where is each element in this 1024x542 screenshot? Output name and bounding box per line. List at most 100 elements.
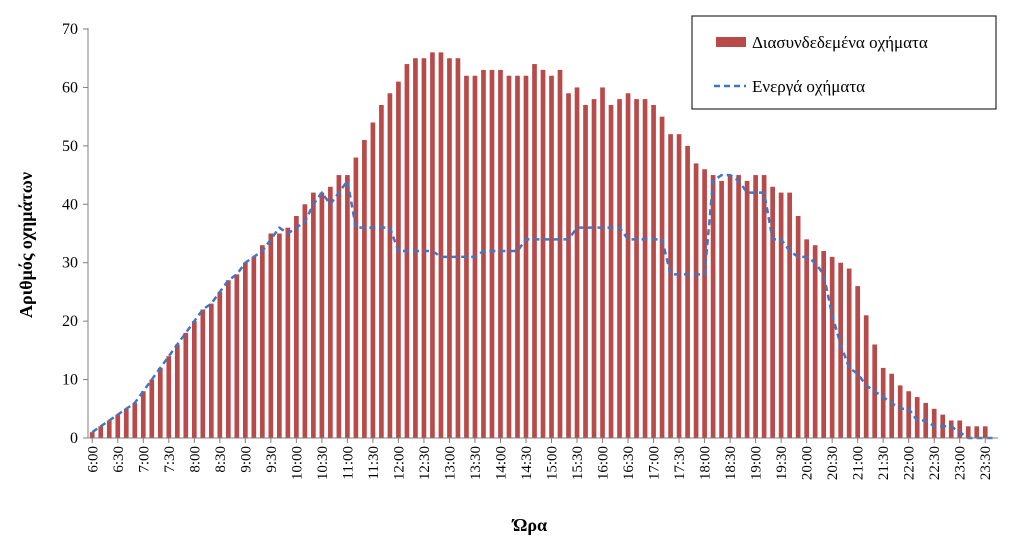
bar-0 [90,432,95,438]
bar-7 [149,380,154,438]
bar-59 [592,99,597,438]
x-tick-label: 9:00 [238,446,254,473]
bar-54 [549,76,554,438]
x-tick-label: 22:00 [902,446,918,480]
y-tick-label: 10 [62,372,78,389]
bar-80 [770,187,775,438]
legend-bar-label: Διασυνδεδεμένα οχήματα [752,33,928,52]
x-tick-label: 6:30 [111,446,127,473]
x-tick-label: 8:30 [213,446,229,473]
bar-101 [949,420,954,438]
bar-42 [447,58,452,438]
bar-85 [813,245,818,438]
x-tick-label: 12:30 [417,446,433,480]
x-tick-label: 7:30 [162,446,178,473]
bar-5 [132,403,137,438]
x-tick-label: 15:00 [545,446,561,480]
bar-41 [439,52,444,438]
y-tick-label: 60 [62,79,78,96]
bar-36 [396,82,401,438]
x-tick-label: 21:30 [876,446,892,480]
x-tick-label: 22:30 [927,446,943,480]
x-tick-label: 19:30 [774,446,790,480]
bar-99 [932,409,937,438]
x-tick-label: 21:00 [851,446,867,480]
bar-74 [719,181,724,438]
bar-81 [779,193,784,438]
x-tick-label: 10:00 [289,446,305,480]
bar-17 [234,274,239,438]
bar-78 [753,175,758,438]
x-tick-label: 7:00 [136,446,152,473]
bar-25 [303,204,308,438]
bar-103 [966,426,971,438]
bar-23 [286,228,291,438]
bar-14 [209,304,214,438]
bar-22 [277,234,282,439]
bar-102 [957,420,962,438]
bar-70 [685,146,690,438]
bar-48 [498,70,503,438]
bar-16 [226,280,231,438]
bar-79 [762,175,767,438]
bar-24 [294,216,299,438]
bar-43 [456,58,461,438]
x-tick-label: 9:30 [264,446,280,473]
bar-58 [583,105,588,438]
bar-10 [175,345,180,438]
bar-73 [711,175,716,438]
x-tick-labels: 6:00 6:30 7:00 7:30 8:00 8:30 9:00 9:30 10:00 10:… [85,446,994,480]
bar-52 [532,64,537,438]
bar-9 [166,356,171,438]
bar-40 [430,52,435,438]
bar-95 [898,385,903,438]
bar-66 [651,105,656,438]
bar-15 [217,292,222,438]
bar-28 [328,187,333,438]
x-tick-label: 14:30 [519,446,535,480]
bar-1 [98,426,103,438]
x-tick-label: 15:30 [570,446,586,480]
x-tick-label: 23:30 [978,446,994,480]
x-tick-label: 6:00 [85,446,101,473]
bar-38 [413,58,418,438]
bar-46 [481,70,486,438]
bar-11 [183,333,188,438]
x-tick-label: 13:00 [442,446,458,480]
x-tick-label: 11:30 [366,446,382,480]
bar-67 [660,117,665,438]
bar-32 [362,140,367,438]
bar-90 [855,286,860,438]
y-axis-title: Αριθμός οχημάτων [16,172,36,318]
bar-82 [787,193,792,438]
bar-12 [192,321,197,438]
x-tick-label: 14:00 [493,446,509,480]
bar-35 [388,93,393,438]
bar-53 [541,70,546,438]
bar-8 [158,368,163,438]
bar-96 [906,391,911,438]
bar-30 [345,175,350,438]
y-tick-label: 70 [62,21,78,38]
bar-29 [337,175,342,438]
bar-88 [838,263,843,438]
bar-4 [124,409,129,438]
x-tick-label: 20:30 [825,446,841,480]
x-tick-label: 18:30 [723,446,739,480]
legend-bar-swatch [716,37,746,47]
x-tick-label: 8:00 [187,446,203,473]
bar-27 [320,193,325,438]
x-tick-label: 16:30 [621,446,637,480]
bar-65 [643,99,648,438]
x-tick-label: 17:00 [647,446,663,480]
legend-line-label: Ενεργά οχήματα [752,77,865,96]
bar-60 [600,87,605,438]
bar-76 [736,175,741,438]
bar-13 [200,309,205,438]
x-tick-label: 19:00 [749,446,765,480]
bar-93 [881,368,886,438]
bar-49 [507,76,512,438]
x-tick-label: 13:30 [468,446,484,480]
